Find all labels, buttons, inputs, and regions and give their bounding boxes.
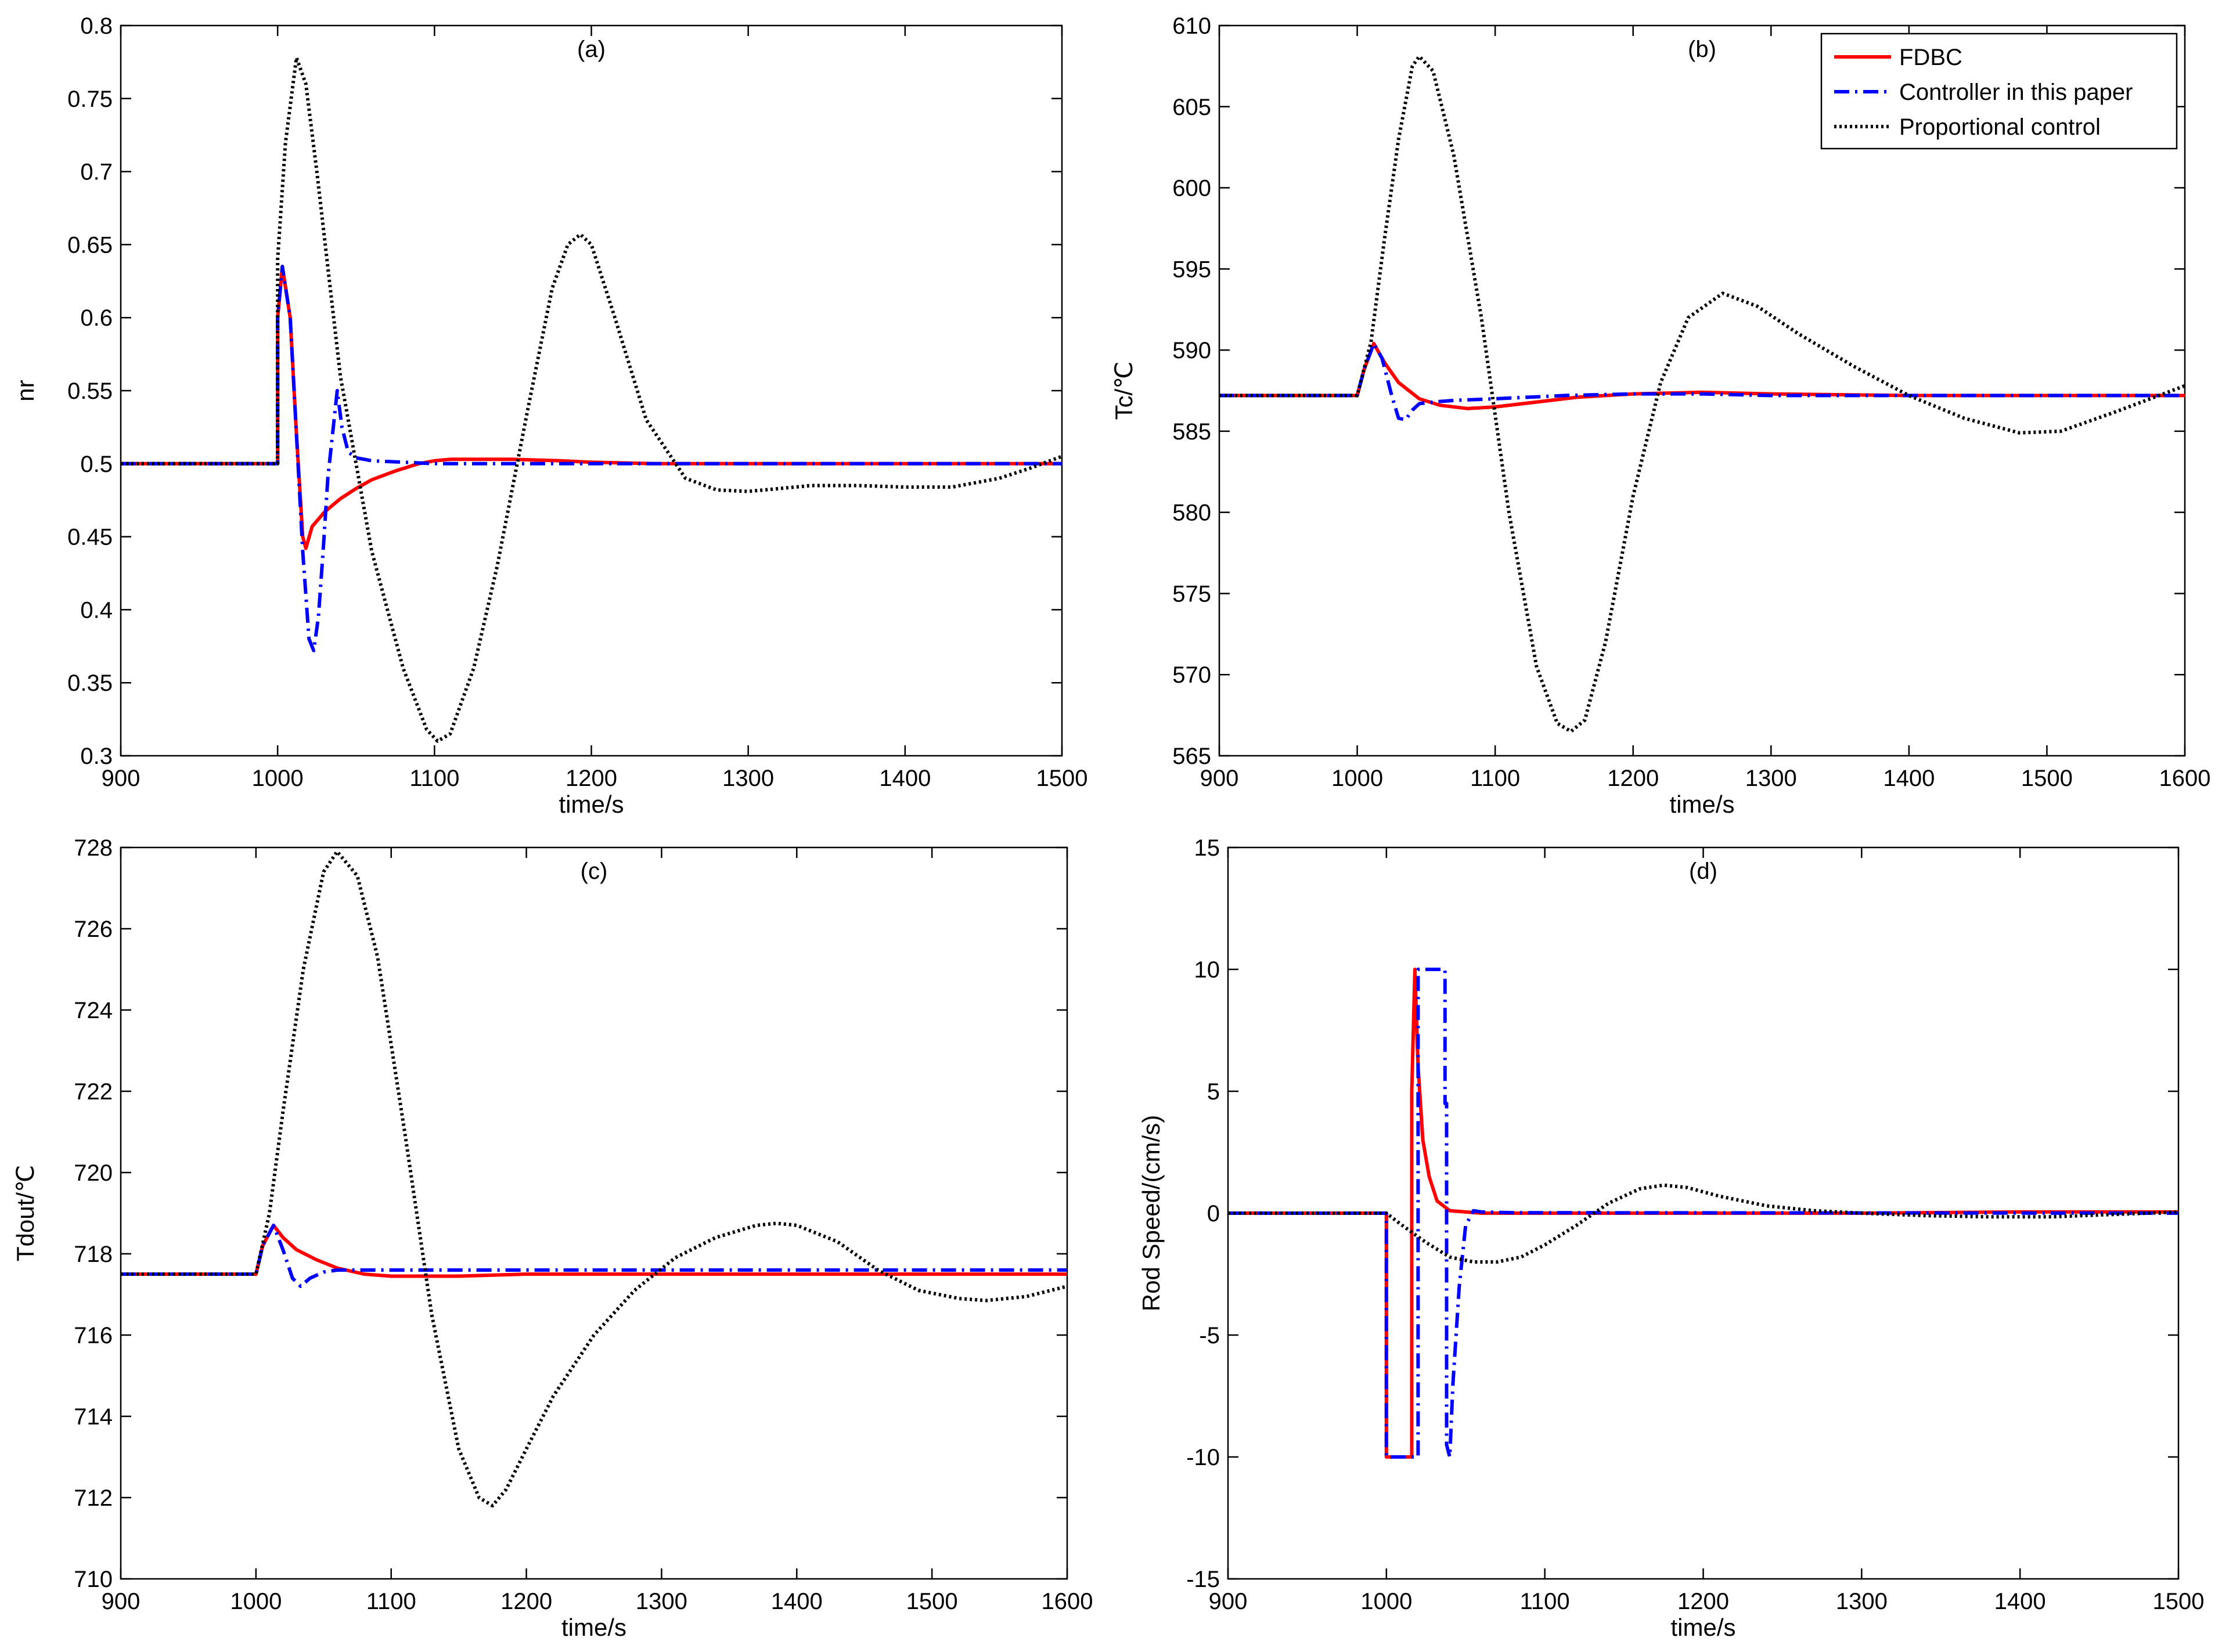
x-tick-label: 1300: [722, 766, 774, 791]
y-tick-label: 595: [1172, 257, 1211, 282]
y-tick-label: 0.55: [67, 378, 113, 404]
x-tick-label: 900: [1209, 1589, 1248, 1614]
x-tick-label: 1600: [1042, 1589, 1093, 1614]
x-tick-label: 1000: [1360, 1589, 1412, 1614]
y-tick-label: 15: [1194, 835, 1220, 861]
panel-label: (b): [1688, 37, 1716, 62]
series-line-controller-in-this-paper: [1219, 341, 2185, 422]
x-axis-label: time/s: [1670, 1614, 1735, 1641]
y-tick-label: 600: [1172, 176, 1211, 201]
x-tick-label: 1400: [771, 1589, 823, 1614]
y-tick-label: 0.7: [80, 160, 113, 185]
y-tick-label: 605: [1172, 95, 1211, 120]
panel-a: 900 1000 1100 1200 1300 1400 1500 0.3 0.35 0.4 0.4…: [12, 13, 1087, 818]
x-tick-label: 1000: [230, 1589, 282, 1614]
panel-d: 900 1000 1100 1200 1300 1400 1500 -15 -10 -5 0 5 10 1…: [1137, 835, 2204, 1641]
x-tick-label: 1100: [1520, 1589, 1570, 1614]
x-axis-label: time/s: [559, 791, 624, 818]
x-tick-label: 1100: [1470, 766, 1520, 791]
y-tick-label: 712: [74, 1485, 113, 1511]
y-axis-label: Tdout/℃: [12, 1165, 39, 1261]
x-tick-label: 1500: [2153, 1589, 2205, 1614]
y-tick-label: 0.4: [80, 597, 113, 623]
y-tick-label: -15: [1186, 1567, 1220, 1592]
plot-area: [120, 24, 1063, 757]
x-tick-label: 1400: [879, 766, 931, 791]
y-tick-label: 726: [74, 917, 113, 942]
y-tick-label: 565: [1172, 744, 1211, 769]
x-axis-label: time/s: [561, 1614, 626, 1641]
panel-label: (a): [577, 37, 606, 62]
y-tick-label: 0.8: [80, 13, 113, 39]
x-tick-label: 1200: [500, 1589, 552, 1614]
y-tick-label: 580: [1172, 500, 1211, 526]
y-tick-label: 10: [1194, 957, 1220, 983]
y-tick-label: 570: [1172, 662, 1211, 688]
x-tick-label: 1300: [636, 1589, 687, 1614]
y-tick-label: 0.75: [67, 86, 113, 112]
y-tick-label: 585: [1172, 419, 1211, 445]
y-tick-label: 714: [74, 1404, 113, 1430]
y-tick-label: 720: [74, 1160, 113, 1186]
x-tick-label: 1500: [2021, 766, 2073, 791]
x-tick-label: 1200: [1677, 1589, 1729, 1614]
y-tick-label: -10: [1186, 1445, 1220, 1470]
x-tick-label: 1000: [252, 766, 304, 791]
x-tick-label: 1500: [906, 1589, 958, 1614]
legend-box: [1820, 33, 2178, 150]
x-tick-label: 900: [102, 766, 141, 791]
x-tick-label: 1100: [366, 1589, 416, 1614]
y-tick-label: 575: [1172, 581, 1211, 607]
y-tick-label: 728: [74, 835, 113, 861]
panel-c: 900 1000 1100 1200 1300 1400 1500 1600 710 712 714…: [12, 835, 1093, 1641]
y-tick-label: 710: [74, 1567, 113, 1592]
x-tick-label: 1200: [566, 766, 617, 791]
y-tick-label: -5: [1199, 1323, 1220, 1348]
y-tick-label: 0.45: [67, 525, 113, 550]
y-tick-label: 0.65: [67, 232, 113, 258]
series-line-controller-in-this-paper: [1228, 968, 2178, 1459]
y-tick-label: 590: [1172, 338, 1211, 363]
y-tick-label: 722: [74, 1079, 113, 1105]
series-line-proportional-control: [121, 850, 1067, 1507]
x-tick-label: 1500: [1036, 766, 1088, 791]
panel-label: (d): [1689, 859, 1717, 884]
x-tick-label: 1600: [2159, 766, 2211, 791]
x-tick-label: 1300: [1745, 766, 1797, 791]
y-tick-label: 0.6: [80, 305, 113, 331]
y-tick-label: 0.35: [67, 670, 113, 696]
series-line-proportional-control: [1228, 1183, 2178, 1264]
y-tick-label: 718: [74, 1242, 113, 1267]
y-axis-label: Tc/℃: [1110, 362, 1137, 420]
x-tick-label: 1000: [1331, 766, 1383, 791]
x-tick-label: 900: [1200, 766, 1239, 791]
legend-entry-label: FDBC: [1899, 45, 1962, 70]
plot-area: [120, 846, 1068, 1580]
y-axis-label: nr: [12, 380, 39, 401]
x-tick-label: 900: [102, 1589, 141, 1614]
y-tick-label: 0: [1207, 1201, 1220, 1227]
y-tick-label: 0.5: [80, 452, 113, 477]
series-line-fdbc: [121, 1224, 1067, 1278]
series-line-controller-in-this-paper: [121, 1224, 1067, 1288]
x-tick-label: 1300: [1836, 1589, 1888, 1614]
y-tick-label: 716: [74, 1323, 113, 1348]
y-tick-label: 724: [74, 998, 113, 1023]
x-axis-label: time/s: [1669, 791, 1734, 818]
series-line-proportional-control: [1219, 55, 2185, 734]
x-tick-label: 1200: [1607, 766, 1659, 791]
y-tick-label: 610: [1172, 13, 1211, 39]
panel-label: (c): [581, 859, 608, 884]
x-tick-label: 1100: [409, 766, 459, 791]
panel-b: 900 1000 1100 1200 1300 1400 1500 1600 565 570 575…: [1110, 13, 2210, 818]
y-tick-label: 5: [1207, 1079, 1220, 1105]
series-line-controller-in-this-paper: [121, 265, 1062, 652]
x-tick-label: 1400: [1994, 1589, 2046, 1614]
y-tick-label: 0.3: [80, 744, 113, 769]
x-tick-label: 1400: [1883, 766, 1935, 791]
legend-entry-label: Proportional control: [1899, 114, 2101, 140]
legend-entry-label: Controller in this paper: [1899, 80, 2133, 105]
y-axis-label: Rod Speed/(cm/s): [1137, 1115, 1165, 1311]
